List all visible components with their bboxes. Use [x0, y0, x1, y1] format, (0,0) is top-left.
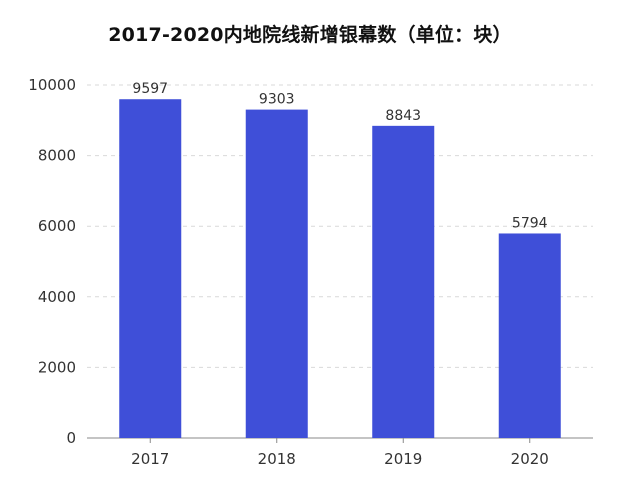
x-tick-label: 2018 [258, 450, 296, 468]
y-tick-label: 0 [66, 429, 76, 447]
data-label: 9303 [259, 92, 295, 108]
bar [372, 125, 435, 438]
bar [119, 99, 182, 439]
y-tick-label: 10000 [28, 76, 76, 94]
y-tick-label: 8000 [38, 147, 76, 165]
x-tick-label: 2019 [384, 450, 422, 468]
data-label: 8843 [385, 108, 421, 124]
bar [498, 233, 561, 438]
y-tick-label: 4000 [38, 288, 76, 306]
x-tick-label: 2017 [131, 450, 169, 468]
y-tick-label: 6000 [38, 217, 76, 235]
y-tick-label: 2000 [38, 358, 76, 376]
bar [245, 109, 308, 439]
x-tick-label: 2020 [511, 450, 549, 468]
data-label: 5794 [512, 215, 548, 231]
chart-title: 2017-2020内地院线新增银幕数（单位：块） [108, 24, 512, 46]
data-label: 9597 [132, 81, 168, 97]
